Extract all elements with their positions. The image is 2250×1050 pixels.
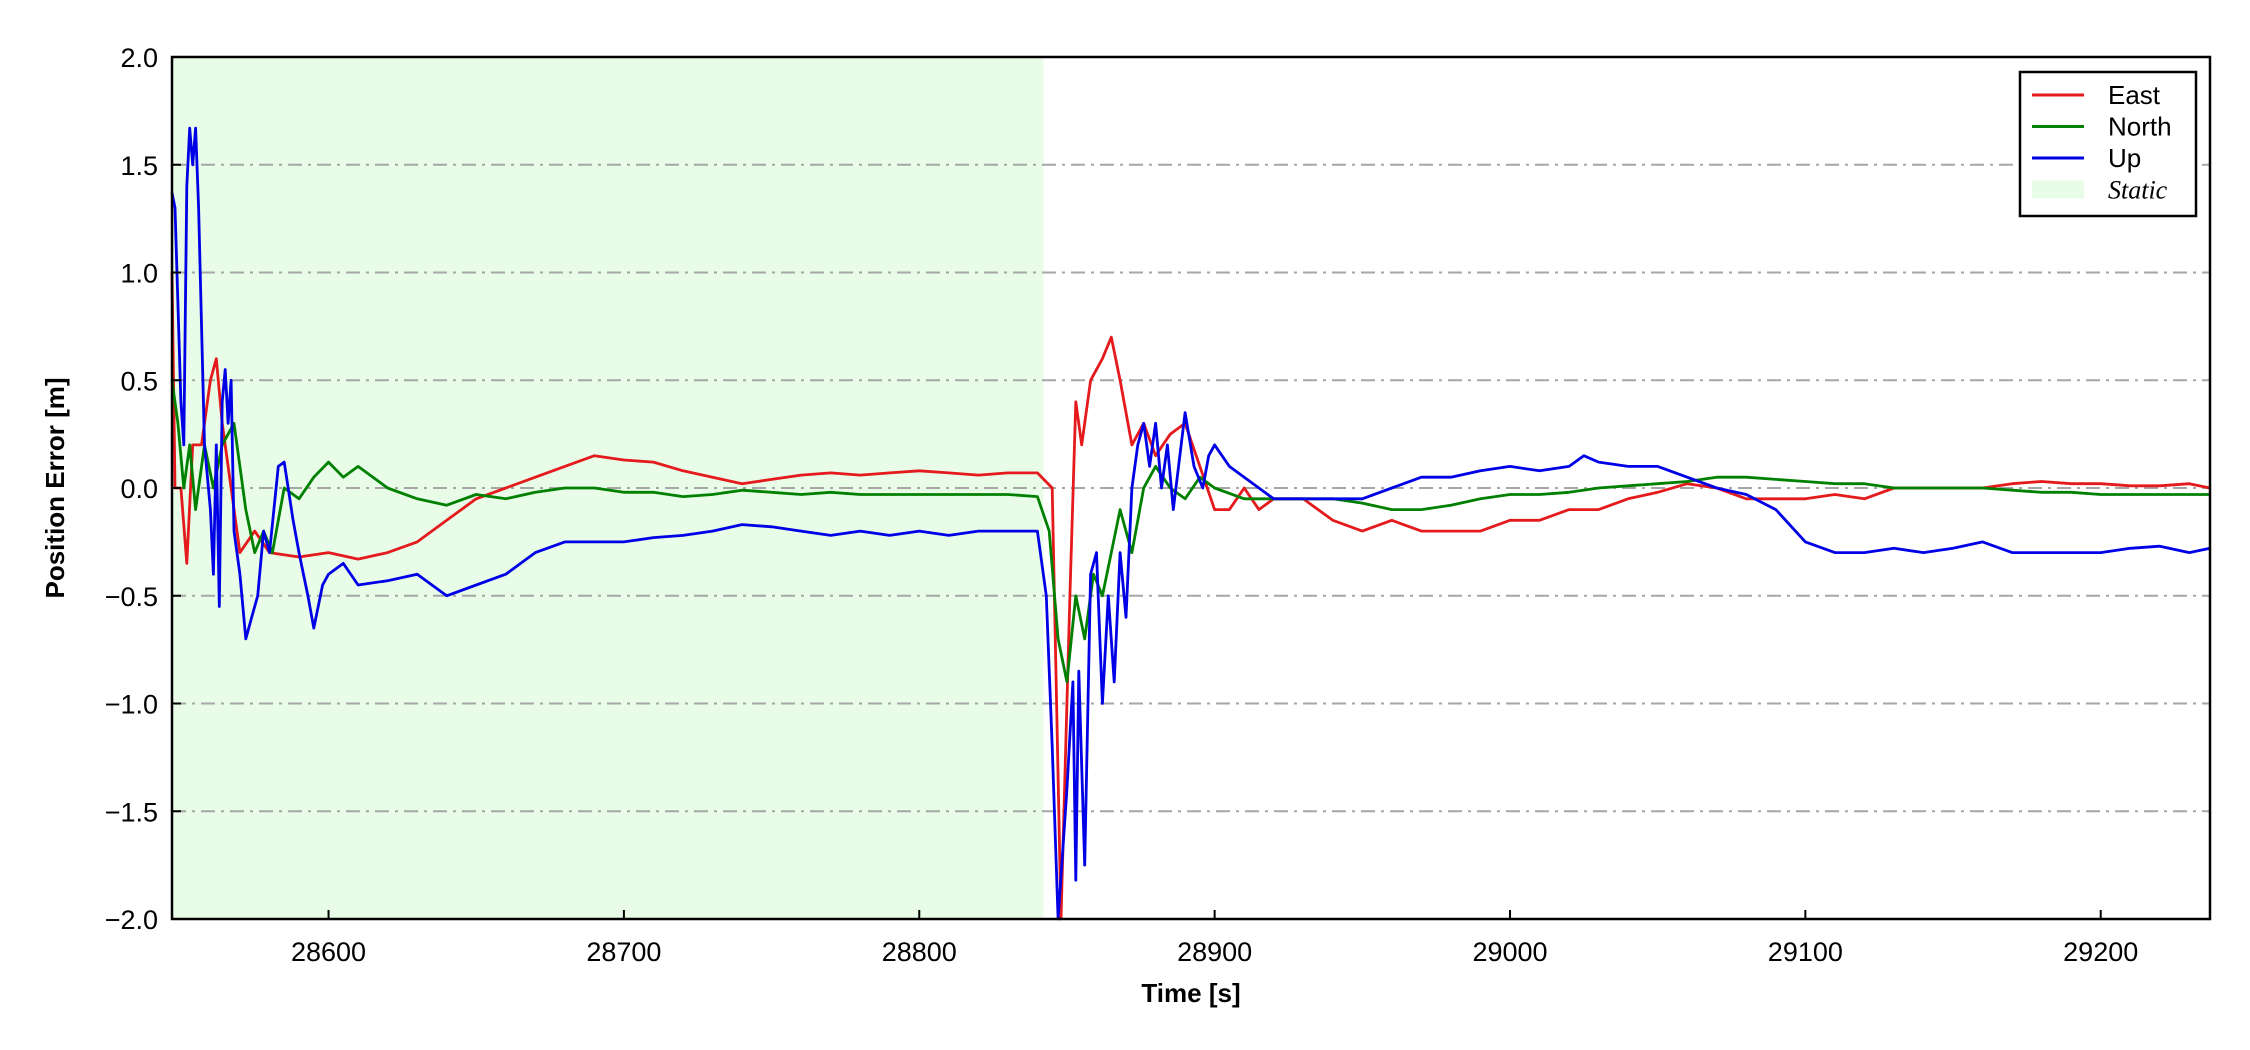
x-tick-label: 28700: [586, 937, 661, 967]
x-axis-label: Time [s]: [1141, 978, 1240, 1008]
y-tick-label: −1.0: [105, 690, 158, 720]
series-layer: [170, 126, 2211, 921]
y-tick-label: 0.0: [120, 474, 158, 504]
y-tick-label: 0.5: [120, 366, 158, 396]
x-tick-label: 29000: [1472, 937, 1547, 967]
y-tick-label: −1.5: [105, 797, 158, 827]
legend-label-east: East: [2108, 80, 2161, 110]
y-tick-label: 1.0: [120, 259, 158, 289]
x-tick-label: 28600: [291, 937, 366, 967]
y-axis-label: Position Error [m]: [40, 377, 70, 598]
series-line-east: [170, 272, 2211, 921]
series-line-up: [170, 126, 2211, 921]
tick-layer: 28600 28700 28800 28900 29000 29100 29200 2.0 1.…: [105, 43, 2139, 967]
x-tick-label: 29100: [1768, 937, 1843, 967]
x-tick-label: 28800: [882, 937, 957, 967]
x-tick-label: 28900: [1177, 937, 1252, 967]
legend-label-up: Up: [2108, 143, 2141, 173]
legend-label-north: North: [2108, 112, 2172, 142]
x-tick-label: 29200: [2063, 937, 2138, 967]
series-line-north: [170, 380, 2210, 684]
y-tick-label: 2.0: [120, 43, 158, 73]
legend-label-static: Static: [2108, 176, 2168, 205]
y-tick-label: −0.5: [105, 582, 158, 612]
legend-swatch-static: [2032, 180, 2084, 199]
y-tick-label: 1.5: [120, 151, 158, 181]
y-tick-label: −2.0: [105, 905, 158, 935]
